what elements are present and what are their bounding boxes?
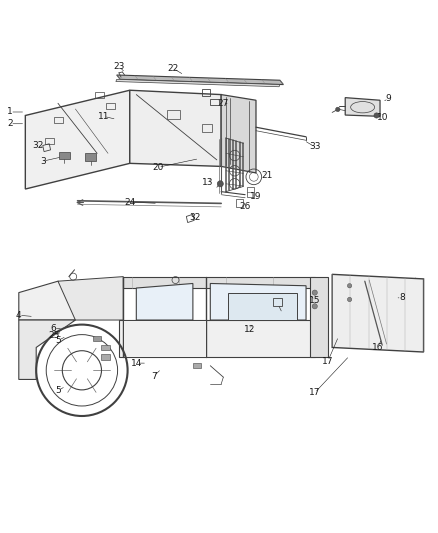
Text: 33: 33 — [309, 142, 321, 151]
Polygon shape — [228, 293, 297, 320]
Text: 10: 10 — [376, 113, 388, 122]
Text: 32: 32 — [189, 213, 201, 222]
Text: 24: 24 — [124, 198, 135, 207]
Polygon shape — [19, 320, 75, 379]
Text: 4: 4 — [16, 311, 21, 320]
Text: 12: 12 — [244, 325, 255, 334]
Text: 9: 9 — [386, 94, 392, 103]
Text: 6: 6 — [51, 324, 57, 333]
Bar — [106, 103, 115, 109]
Polygon shape — [345, 98, 380, 116]
Circle shape — [312, 290, 318, 295]
Text: 25: 25 — [48, 331, 59, 340]
Text: 1: 1 — [7, 108, 13, 117]
Circle shape — [312, 304, 318, 309]
Polygon shape — [130, 90, 221, 166]
Text: 14: 14 — [131, 359, 142, 368]
Bar — [101, 345, 110, 351]
Text: 19: 19 — [250, 192, 262, 201]
Text: 13: 13 — [202, 179, 214, 188]
Polygon shape — [123, 320, 206, 357]
Bar — [101, 354, 110, 360]
Polygon shape — [25, 90, 130, 189]
Circle shape — [374, 113, 379, 118]
Circle shape — [336, 107, 340, 111]
Bar — [45, 138, 54, 144]
Bar — [167, 110, 180, 118]
Polygon shape — [119, 320, 315, 357]
Text: 21: 21 — [261, 171, 272, 180]
Polygon shape — [332, 274, 424, 352]
Text: 16: 16 — [372, 343, 384, 352]
Polygon shape — [311, 277, 328, 357]
Polygon shape — [19, 281, 75, 320]
Text: 15: 15 — [309, 296, 321, 305]
Bar — [237, 199, 243, 207]
Text: 5: 5 — [55, 386, 61, 395]
Polygon shape — [210, 284, 306, 320]
Polygon shape — [117, 75, 283, 85]
Bar — [193, 363, 201, 368]
Text: 27: 27 — [218, 99, 229, 108]
Bar — [210, 99, 219, 106]
Text: 17: 17 — [309, 388, 321, 397]
Text: 23: 23 — [113, 62, 124, 71]
Circle shape — [217, 181, 223, 187]
Text: 7: 7 — [151, 372, 157, 381]
Polygon shape — [116, 79, 280, 87]
Text: 8: 8 — [399, 293, 405, 302]
Polygon shape — [58, 277, 123, 320]
Bar — [95, 92, 104, 98]
Bar — [201, 89, 210, 96]
Text: 20: 20 — [152, 163, 164, 172]
Polygon shape — [221, 94, 256, 173]
Circle shape — [347, 297, 352, 302]
Text: 11: 11 — [98, 112, 110, 121]
Bar — [247, 187, 254, 197]
Bar — [85, 154, 96, 161]
Text: 17: 17 — [322, 357, 334, 366]
Bar — [59, 151, 70, 159]
Text: 26: 26 — [240, 203, 251, 212]
Polygon shape — [136, 284, 193, 320]
Text: 32: 32 — [33, 141, 44, 150]
Bar — [273, 298, 282, 306]
Bar — [201, 124, 212, 132]
Text: 2: 2 — [7, 119, 13, 128]
Text: 3: 3 — [40, 157, 46, 166]
Circle shape — [347, 284, 352, 288]
Bar — [53, 117, 63, 123]
Bar — [93, 336, 101, 341]
Text: 5: 5 — [55, 336, 61, 345]
Polygon shape — [123, 277, 315, 288]
Text: 22: 22 — [168, 64, 179, 73]
